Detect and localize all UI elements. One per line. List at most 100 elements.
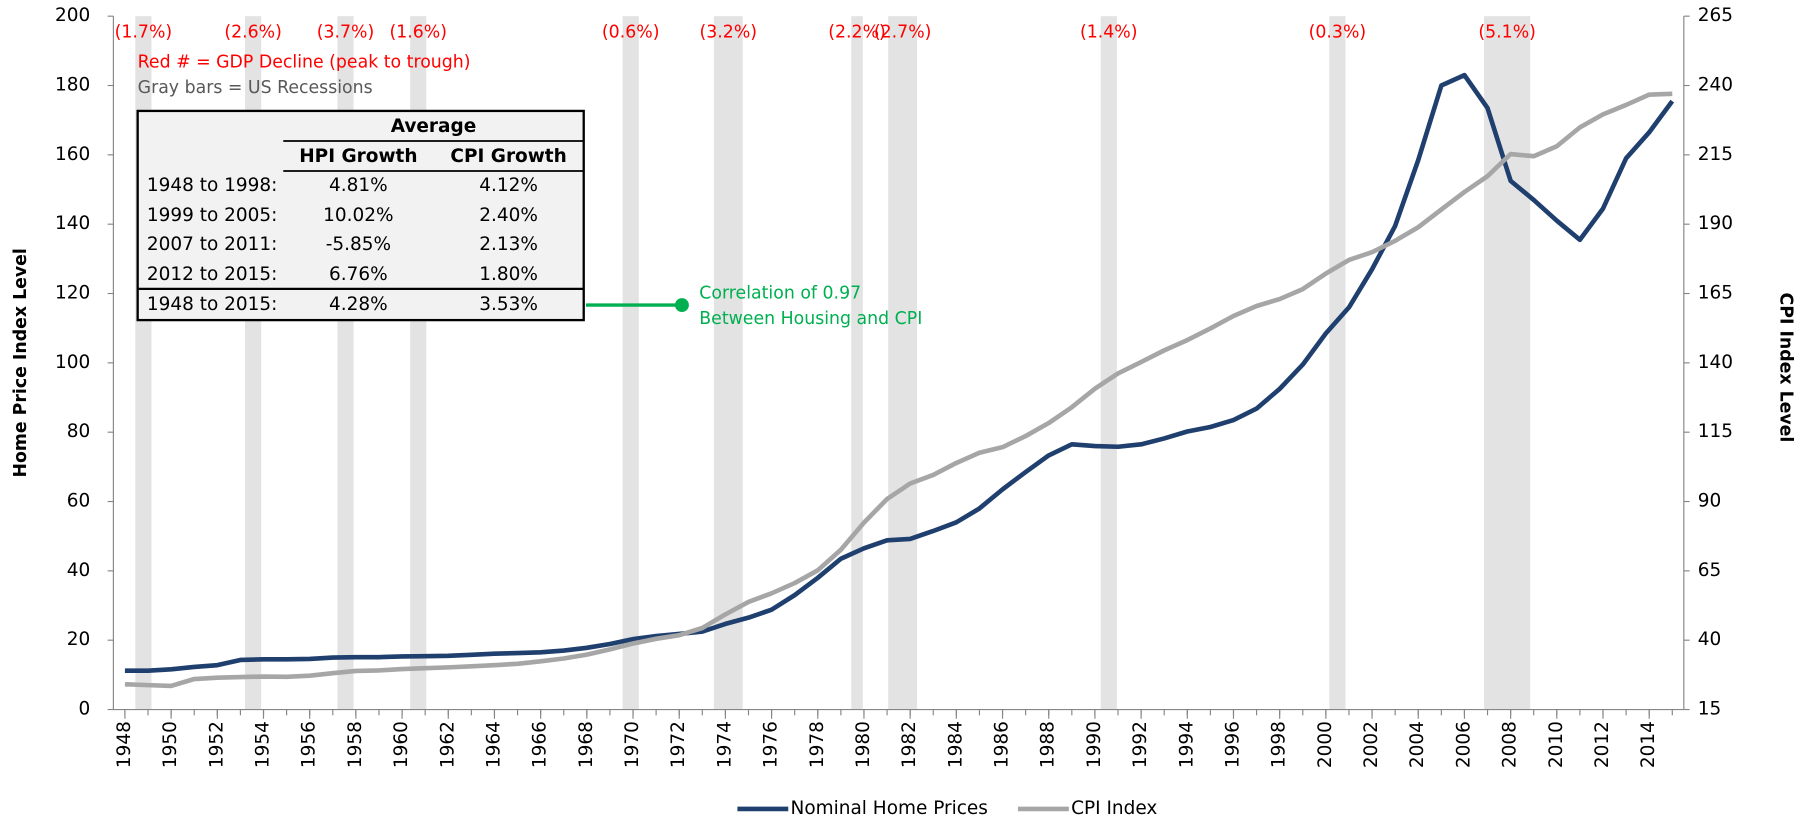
gdp-decline-label: (2.2%)	[828, 22, 886, 42]
y-tick-label: 80	[67, 421, 91, 442]
recession-bar	[888, 16, 918, 710]
table-cell: 4.12%	[479, 175, 538, 196]
y2-tick-label: 115	[1698, 421, 1733, 442]
table-col-header: HPI Growth	[299, 146, 417, 167]
y2-axis-label: CPI Index Level	[1776, 293, 1796, 443]
table-cell: 1948 to 1998:	[147, 175, 278, 196]
x-tick-label: 1962	[437, 721, 458, 768]
table-cell: 1948 to 2015:	[147, 294, 278, 315]
recession-bar	[851, 16, 863, 710]
x-tick-label: 2010	[1546, 721, 1567, 768]
table-cell: 10.02%	[323, 205, 393, 226]
y-tick-label: 100	[55, 352, 90, 373]
x-tick-label: 1950	[160, 721, 181, 768]
table-cell: 1999 to 2005:	[147, 205, 278, 226]
x-tick-label: 1982	[899, 721, 920, 768]
y-tick-label: 0	[79, 699, 91, 720]
x-tick-label: 1978	[807, 721, 828, 768]
x-tick-label: 2000	[1315, 721, 1336, 768]
y-tick-label: 40	[67, 560, 91, 581]
x-tick-label: 2008	[1500, 721, 1521, 768]
note: Gray bars = US Recessions	[138, 78, 373, 98]
annotation-text: Correlation of 0.97	[699, 284, 861, 304]
table-cell: 1.80%	[479, 264, 538, 285]
x-tick-label: 1966	[530, 721, 551, 768]
recession-bar	[713, 16, 743, 710]
y2-tick-label: 15	[1698, 699, 1722, 720]
x-tick-label: 2014	[1638, 721, 1659, 768]
y-tick-label: 60	[67, 491, 91, 512]
x-tick-label: 1980	[853, 721, 874, 768]
table-box	[136, 109, 585, 322]
gdp-decline-label: (1.4%)	[1080, 22, 1138, 42]
line-series	[124, 72, 1675, 674]
x-tick-label: 2004	[1407, 721, 1428, 768]
gdp-decline-label: (3.2%)	[700, 22, 758, 42]
recession-bar	[622, 16, 639, 710]
x-tick-label: 1998	[1269, 721, 1290, 768]
annotation-dot	[675, 298, 689, 313]
x-tick-label: 2006	[1453, 721, 1474, 768]
y-tick-label: 120	[55, 283, 90, 304]
x-tick-label: 1952	[206, 721, 227, 768]
table-cell: 2007 to 2011:	[147, 234, 278, 255]
y2-tick-label: 265	[1698, 5, 1733, 26]
x-tick-label: 1948	[114, 721, 135, 768]
x-tick-label: 1968	[576, 721, 597, 768]
y2-tick-label: 40	[1698, 629, 1722, 650]
y-tick-label: 160	[55, 144, 90, 165]
gdp-decline-label: (2.7%)	[874, 22, 932, 42]
y2-tick-label: 190	[1698, 213, 1733, 234]
x-tick-label: 1992	[1130, 721, 1151, 768]
gdp-decline-label: (1.6%)	[389, 22, 447, 42]
summary-table: Average HPI Growth CPI Growth 1948 to 1998:…	[136, 109, 585, 322]
x-tick-label: 1970	[622, 721, 643, 768]
table-cell: 4.28%	[329, 294, 388, 315]
y2-tick-label: 165	[1698, 283, 1733, 304]
gdp-decline-label: (0.3%)	[1309, 22, 1367, 42]
gdp-decline-label: (5.1%)	[1478, 22, 1536, 42]
gdp-decline-label: (2.6%)	[224, 22, 282, 42]
table-cell: 4.81%	[329, 175, 388, 196]
x-tick-label: 1956	[299, 721, 320, 768]
line-series	[124, 91, 1673, 689]
table-cell: 2.13%	[479, 234, 538, 255]
x-tick-label: 1996	[1222, 721, 1243, 768]
table-cell: 2.40%	[479, 205, 538, 226]
gdp-decline-label: (3.7%)	[317, 22, 375, 42]
y-tick-label: 20	[67, 629, 91, 650]
x-tick-label: 1990	[1084, 721, 1105, 768]
recession-bar	[1100, 16, 1117, 710]
recession-bar	[1329, 16, 1346, 710]
x-tick-label: 2002	[1361, 721, 1382, 768]
gdp-decline-label: (1.7%)	[115, 22, 173, 42]
x-tick-label: 1958	[345, 721, 366, 768]
gdp-decline-label: (0.6%)	[602, 22, 660, 42]
table-col-header: CPI Growth	[450, 146, 566, 167]
table-cell: 2012 to 2015:	[147, 264, 278, 285]
table-group-header: Average	[391, 116, 477, 137]
y2-tick-label: 240	[1698, 75, 1733, 96]
x-tick-label: 1964	[483, 721, 504, 768]
legend-label: CPI Index	[1071, 798, 1157, 817]
x-tick-label: 1986	[992, 721, 1013, 768]
recession-bar	[1484, 16, 1531, 710]
y-tick-label: 200	[55, 5, 90, 26]
x-tick-label: 1954	[253, 721, 274, 768]
y-tick-label: 180	[55, 75, 90, 96]
legend-label: Nominal Home Prices	[791, 798, 988, 817]
table-cell: 6.76%	[329, 264, 388, 285]
table-cell: 3.53%	[479, 294, 538, 315]
x-tick-label: 1974	[714, 721, 735, 768]
annotation-text: Between Housing and CPI	[699, 309, 922, 329]
y2-tick-label: 90	[1698, 491, 1722, 512]
x-tick-label: 1960	[391, 721, 412, 768]
y2-tick-label: 140	[1698, 352, 1733, 373]
y2-tick-label: 215	[1698, 144, 1733, 165]
x-tick-label: 1984	[945, 721, 966, 768]
x-tick-label: 1988	[1038, 721, 1059, 768]
note: Red # = GDP Decline (peak to trough)	[138, 52, 471, 72]
table-cell: -5.85%	[326, 234, 391, 255]
y-axis-label: Home Price Index Level	[11, 248, 31, 477]
